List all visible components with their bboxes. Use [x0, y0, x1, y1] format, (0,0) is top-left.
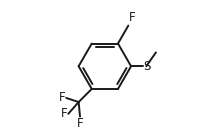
Text: F: F — [129, 11, 136, 24]
Text: F: F — [77, 117, 83, 130]
Text: F: F — [61, 107, 68, 120]
Text: S: S — [143, 60, 150, 73]
Text: F: F — [59, 91, 66, 104]
